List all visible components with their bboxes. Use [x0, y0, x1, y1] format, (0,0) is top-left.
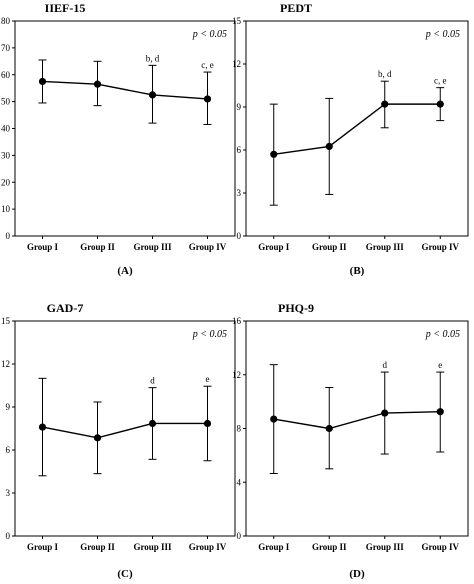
panel-letter: (B) [350, 265, 365, 277]
significance-label: d [150, 376, 155, 386]
plot-frame [14, 20, 236, 237]
x-category-label: Group III [366, 542, 405, 552]
x-category-label: Group I [258, 542, 290, 552]
x-category-label: Group I [258, 242, 290, 252]
panel-letter: (A) [117, 265, 133, 277]
y-tick-label: 50 [1, 97, 11, 107]
data-point [93, 434, 102, 442]
y-tick-label: 15 [232, 16, 242, 26]
data-point [270, 150, 278, 158]
p-value-annotation: p < 0.05 [425, 29, 460, 40]
panel-letter: (C) [117, 568, 133, 579]
panel-letter: (D) [349, 568, 365, 579]
y-tick-label: 70 [1, 43, 11, 53]
plot-frame [245, 320, 469, 537]
x-category-label: Group IV [189, 242, 227, 252]
significance-label: e [206, 374, 210, 384]
x-category-label: Group II [312, 242, 347, 252]
significance-label: c, e [201, 60, 214, 70]
y-tick-label: 0 [6, 531, 11, 541]
chart-panel-4: PHQ-9 0 4 8 12 16 Group I Group II Group III Grou… [232, 301, 469, 580]
data-point [436, 100, 444, 108]
data-point [270, 415, 278, 423]
significance-label: b, d [378, 69, 392, 79]
y-tick-label: 9 [237, 102, 242, 112]
data-point [381, 100, 389, 108]
y-tick-label: 12 [232, 370, 241, 380]
panel-title: PHQ-9 [278, 301, 314, 315]
data-point [203, 419, 212, 428]
y-tick-label: 60 [1, 70, 11, 80]
x-category-label: Group II [312, 542, 347, 552]
y-tick-label: 12 [1, 359, 10, 369]
chart-panel-3: GAD-7 0 3 6 9 12 15 Group I Group II Group III Gro… [1, 301, 236, 580]
y-tick-label: 4 [237, 477, 242, 487]
series-line [273, 103, 441, 155]
y-tick-label: 8 [237, 424, 242, 434]
y-tick-label: 6 [237, 145, 242, 155]
x-category-label: Group IV [421, 242, 459, 252]
significance-label: e [438, 360, 442, 370]
x-category-label: Group I [27, 542, 59, 552]
y-tick-label: 6 [6, 445, 11, 455]
series-line [42, 80, 208, 100]
p-value-annotation: p < 0.05 [425, 329, 460, 340]
data-point [203, 95, 212, 103]
y-tick-label: 40 [1, 124, 11, 134]
x-category-label: Group III [133, 242, 172, 252]
panel-title: GAD-7 [47, 301, 84, 315]
y-tick-label: 30 [1, 150, 11, 160]
y-tick-label: 0 [237, 231, 242, 241]
series-line [273, 411, 441, 430]
x-category-label: Group II [80, 242, 115, 252]
y-tick-label: 3 [237, 188, 242, 198]
data-point [148, 419, 157, 428]
chart-panel-2: PEDT 0 3 6 9 12 15 Group I Group II Group III Grou… [232, 1, 469, 277]
x-category-label: Group III [366, 242, 405, 252]
data-point [38, 77, 47, 86]
y-tick-label: 80 [1, 16, 11, 26]
panel-title: PEDT [280, 1, 312, 15]
significance-label: d [383, 360, 388, 370]
y-tick-label: 3 [6, 488, 11, 498]
data-point [381, 409, 389, 417]
data-point [325, 424, 333, 433]
y-tick-label: 20 [1, 177, 11, 187]
x-category-label: Group III [133, 542, 172, 552]
significance-label: c, e [434, 76, 447, 86]
y-tick-label: 12 [232, 59, 241, 69]
y-tick-label: 0 [6, 231, 11, 241]
x-category-label: Group I [27, 242, 59, 252]
x-category-label: Group IV [421, 542, 459, 552]
data-point [325, 142, 333, 151]
p-value-annotation: p < 0.05 [192, 29, 227, 40]
data-point [38, 423, 47, 431]
p-value-annotation: p < 0.05 [192, 329, 227, 340]
significance-label: b, d [146, 53, 160, 63]
y-tick-label: 10 [1, 204, 11, 214]
series-line [42, 422, 208, 439]
y-tick-label: 16 [232, 316, 242, 326]
x-category-label: Group II [80, 542, 115, 552]
data-point [148, 91, 157, 99]
data-point [93, 80, 102, 88]
plot-frame [14, 320, 236, 537]
y-tick-label: 9 [6, 402, 11, 412]
y-tick-label: 15 [1, 316, 11, 326]
chart-panel-1: IIEF-15 0 10 20 30 40 50 60 70 80 Group I Group II G… [1, 1, 236, 277]
data-point [436, 408, 444, 416]
y-tick-label: 0 [237, 531, 242, 541]
x-category-label: Group IV [189, 542, 227, 552]
plot-frame [245, 20, 469, 237]
panel-title: IIEF-15 [45, 1, 86, 15]
